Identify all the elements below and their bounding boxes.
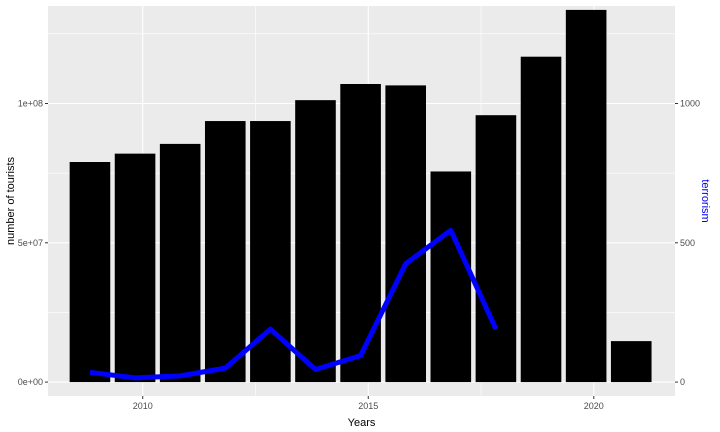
bar bbox=[520, 56, 562, 383]
bar bbox=[295, 100, 336, 383]
x-tick-label: 2020 bbox=[584, 401, 604, 411]
terrorism-line bbox=[89, 227, 499, 381]
bar bbox=[69, 162, 111, 383]
bar bbox=[475, 115, 517, 383]
x-axis-title: Years bbox=[348, 417, 376, 429]
bar bbox=[610, 341, 652, 383]
bar bbox=[204, 121, 246, 383]
x-tick-label: 2015 bbox=[358, 401, 378, 411]
y-tick-label: 1e+08 bbox=[18, 99, 43, 109]
line-series bbox=[89, 227, 499, 381]
y-tick-label: 0e+00 bbox=[18, 377, 43, 387]
y-axis-title: number of tourists bbox=[5, 156, 17, 245]
bar bbox=[159, 143, 201, 383]
axes: 2010 2015 2020 0e+00 5e+07 1e+08 0 500 1000 bbox=[18, 99, 700, 412]
y2-tick-label: 1000 bbox=[680, 99, 700, 109]
bar bbox=[565, 9, 607, 383]
bar bbox=[114, 153, 156, 383]
y-tick-label: 5e+07 bbox=[18, 238, 43, 248]
bar bbox=[385, 85, 427, 383]
y2-axis-title: terrorism bbox=[699, 179, 711, 222]
y2-tick-label: 0 bbox=[680, 377, 685, 387]
bar bbox=[430, 171, 472, 383]
y2-tick-label: 500 bbox=[680, 238, 695, 248]
x-tick-label: 2010 bbox=[133, 401, 153, 411]
bar bbox=[340, 84, 381, 383]
